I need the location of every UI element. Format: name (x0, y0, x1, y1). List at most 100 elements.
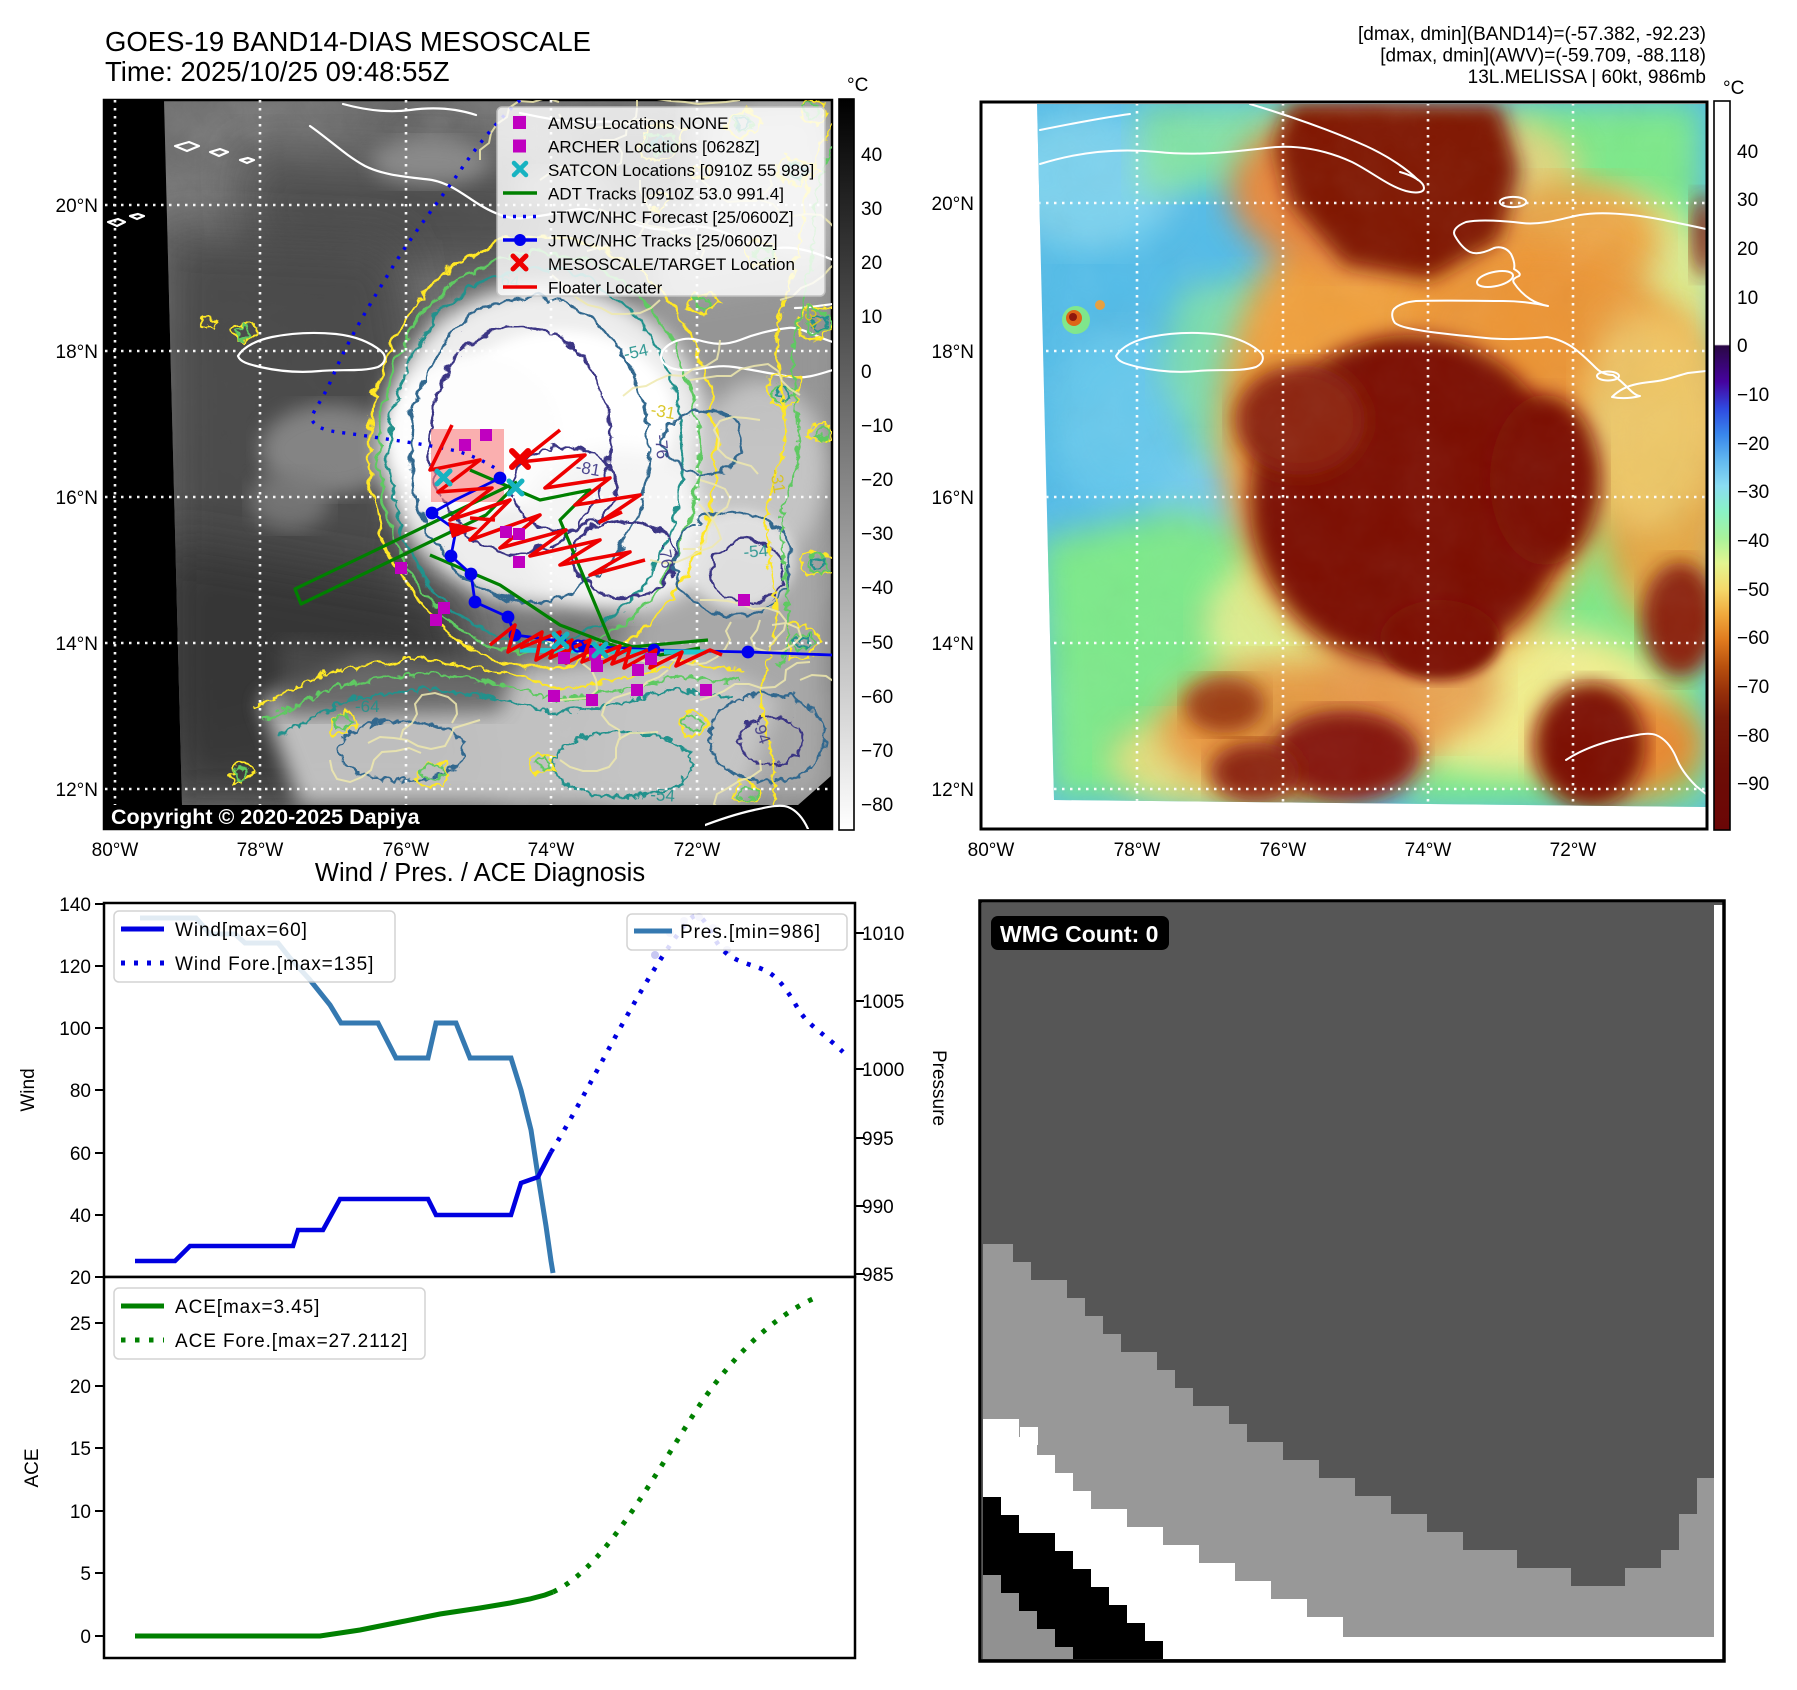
svg-text:−90: −90 (1737, 774, 1769, 795)
svg-text:−60: −60 (1737, 628, 1769, 649)
svg-text:40: 40 (70, 1206, 91, 1227)
svg-text:20: 20 (1737, 239, 1758, 260)
svg-text:ACE[max=3.45]: ACE[max=3.45] (175, 1297, 320, 1318)
svg-text:40: 40 (861, 145, 882, 166)
svg-text:-81: -81 (574, 457, 602, 480)
svg-text:985: 985 (862, 1265, 894, 1286)
svg-text:−20: −20 (861, 470, 893, 491)
svg-text:15: 15 (70, 1439, 91, 1460)
svg-text:Copyright © 2020-2025 Dapiya: Copyright © 2020-2025 Dapiya (111, 805, 421, 829)
svg-text:−30: −30 (1737, 482, 1769, 503)
svg-text:0: 0 (80, 1627, 91, 1648)
svg-text:[dmax, dmin](BAND14)=(-57.382,: [dmax, dmin](BAND14)=(-57.382, -92.23) (1358, 24, 1706, 45)
svg-text:-54: -54 (622, 340, 650, 364)
svg-text:13L.MELISSA | 60kt, 986mb: 13L.MELISSA | 60kt, 986mb (1468, 67, 1706, 88)
svg-text:Pres.[min=986]: Pres.[min=986] (680, 922, 821, 943)
svg-text:78°W: 78°W (237, 840, 284, 861)
svg-text:−70: −70 (861, 741, 893, 762)
svg-text:1010: 1010 (862, 924, 904, 945)
svg-text:14°N: 14°N (932, 634, 974, 655)
svg-text:76°W: 76°W (1260, 840, 1307, 861)
svg-text:WMG Count: 0: WMG Count: 0 (1000, 921, 1158, 947)
svg-text:-64: -64 (355, 697, 380, 716)
svg-text:78°W: 78°W (1114, 840, 1161, 861)
svg-text:-76: -76 (651, 434, 672, 460)
svg-text:[dmax, dmin](AWV)=(-59.709, -8: [dmax, dmin](AWV)=(-59.709, -88.118) (1380, 46, 1706, 67)
svg-text:JTWC/NHC Tracks [25/0600Z]: JTWC/NHC Tracks [25/0600Z] (548, 232, 778, 251)
svg-text:-31: -31 (649, 400, 677, 423)
svg-text:−80: −80 (1737, 726, 1769, 747)
svg-text:0: 0 (861, 362, 872, 383)
svg-text:20: 20 (861, 253, 882, 274)
svg-text:20°N: 20°N (932, 194, 974, 215)
svg-text:72°W: 72°W (674, 840, 721, 861)
svg-text:80°W: 80°W (92, 840, 139, 861)
svg-text:1005: 1005 (862, 992, 904, 1013)
svg-text:995: 995 (862, 1129, 894, 1150)
svg-text:20: 20 (70, 1377, 91, 1398)
svg-text:140: 140 (59, 895, 91, 916)
svg-text:Floater Locater: Floater Locater (548, 279, 663, 298)
svg-text:120: 120 (59, 957, 91, 978)
svg-text:GOES-19 BAND14-DIAS MESOSCALE: GOES-19 BAND14-DIAS MESOSCALE (105, 26, 591, 57)
svg-text:Pressure: Pressure (928, 1050, 949, 1126)
svg-text:10: 10 (70, 1502, 91, 1523)
svg-text:100: 100 (59, 1019, 91, 1040)
svg-text:Wind[max=60]: Wind[max=60] (175, 920, 308, 941)
svg-text:40: 40 (1737, 142, 1758, 163)
svg-text:−40: −40 (1737, 531, 1769, 552)
svg-text:MESOSCALE/TARGET Location: MESOSCALE/TARGET Location (548, 255, 795, 274)
svg-text:18°N: 18°N (932, 342, 974, 363)
svg-text:12°N: 12°N (932, 780, 974, 801)
svg-text:30: 30 (1737, 190, 1758, 211)
svg-text:−10: −10 (861, 416, 893, 437)
svg-text:20°N: 20°N (56, 196, 98, 217)
svg-text:−50: −50 (861, 633, 893, 654)
svg-text:74°W: 74°W (528, 840, 575, 861)
svg-text:Wind: Wind (18, 1068, 39, 1111)
svg-text:60: 60 (70, 1144, 91, 1165)
svg-text:80: 80 (70, 1081, 91, 1102)
svg-text:1000: 1000 (862, 1060, 904, 1081)
svg-text:-76: -76 (654, 542, 677, 570)
svg-text:16°N: 16°N (932, 488, 974, 509)
svg-text:72°W: 72°W (1550, 840, 1597, 861)
svg-text:14°N: 14°N (56, 634, 98, 655)
svg-text:ACE Fore.[max=27.2112]: ACE Fore.[max=27.2112] (175, 1331, 408, 1352)
svg-text:Time: 2025/10/25 09:48:55Z: Time: 2025/10/25 09:48:55Z (105, 56, 450, 87)
svg-text:76°W: 76°W (383, 840, 430, 861)
svg-text:25: 25 (70, 1314, 91, 1335)
svg-text:SATCON Locations [0910Z 55 989: SATCON Locations [0910Z 55 989] (548, 161, 814, 180)
svg-text:ACE: ACE (22, 1448, 43, 1487)
svg-text:−70: −70 (1737, 677, 1769, 698)
svg-text:−30: −30 (861, 524, 893, 545)
svg-text:Wind / Pres. / ACE Diagnosis: Wind / Pres. / ACE Diagnosis (315, 859, 645, 887)
svg-text:−60: −60 (861, 687, 893, 708)
svg-text:74°W: 74°W (1405, 840, 1452, 861)
svg-text:10: 10 (861, 307, 882, 328)
svg-text:-54: -54 (743, 541, 769, 562)
svg-text:°C: °C (847, 75, 868, 96)
svg-text:ARCHER Locations [0628Z]: ARCHER Locations [0628Z] (548, 138, 760, 157)
svg-text:-54: -54 (650, 785, 676, 806)
svg-text:30: 30 (861, 199, 882, 220)
svg-text:10: 10 (1737, 288, 1758, 309)
svg-text:990: 990 (862, 1197, 894, 1218)
svg-text:°C: °C (1723, 78, 1744, 99)
svg-text:16°N: 16°N (56, 488, 98, 509)
svg-text:18°N: 18°N (56, 342, 98, 363)
svg-text:5: 5 (80, 1564, 91, 1585)
svg-text:−50: −50 (1737, 580, 1769, 601)
svg-text:−80: −80 (861, 795, 893, 816)
svg-text:−40: −40 (861, 578, 893, 599)
svg-text:80°W: 80°W (968, 840, 1015, 861)
svg-text:Wind Fore.[max=135]: Wind Fore.[max=135] (175, 954, 374, 975)
svg-text:−20: −20 (1737, 434, 1769, 455)
svg-text:JTWC/NHC Forecast [25/0600Z]: JTWC/NHC Forecast [25/0600Z] (548, 208, 794, 227)
svg-text:12°N: 12°N (56, 780, 98, 801)
svg-text:AMSU Locations NONE: AMSU Locations NONE (548, 114, 728, 133)
svg-text:20: 20 (70, 1268, 91, 1289)
svg-text:−10: −10 (1737, 385, 1769, 406)
svg-text:ADT Tracks [0910Z 53.0 991.4]: ADT Tracks [0910Z 53.0 991.4] (548, 185, 784, 204)
svg-text:0: 0 (1737, 336, 1748, 357)
